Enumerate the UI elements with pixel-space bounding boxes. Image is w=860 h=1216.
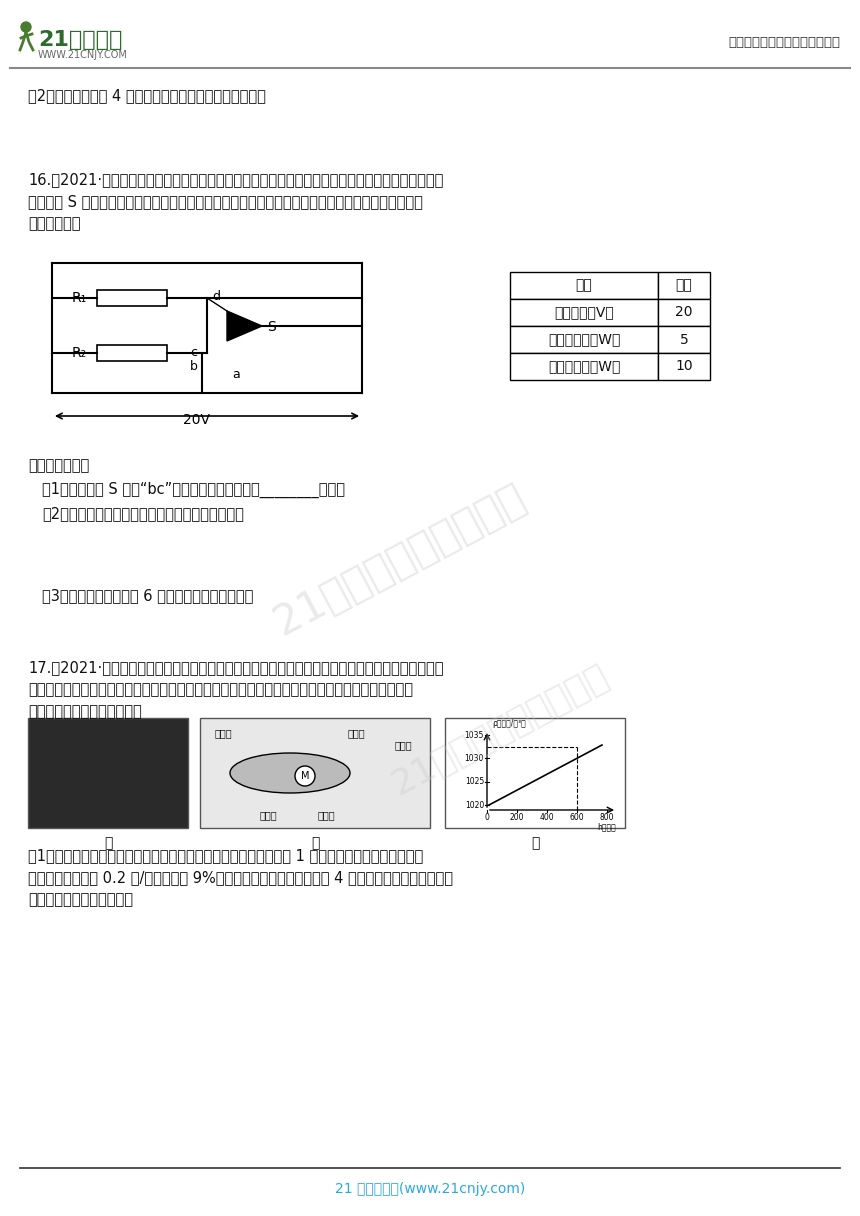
Bar: [510, 299, 658, 326]
Text: 21 世纪教育网(www.21cnjy.com): 21 世纪教育网(www.21cnjy.com): [335, 1182, 525, 1197]
Text: 密封舱: 密封舱: [260, 810, 278, 820]
Text: 以执行海洋环境的监测任务。: 以执行海洋环境的监测任务。: [28, 704, 142, 719]
Bar: [200, 717, 430, 828]
Text: WWW.21CNJY.COM: WWW.21CNJY.COM: [38, 50, 128, 60]
Text: 能航行的路程为多少千米？: 能航行的路程为多少千米？: [28, 893, 133, 907]
Text: 在内、外油囊间来回转移，从而改变浮力大小以达到上浮和下潜的目的，再结合其它技术即可滑行，: 在内、外油囊间来回转移，从而改变浮力大小以达到上浮和下潜的目的，再结合其它技术即…: [28, 682, 413, 697]
Text: S: S: [267, 320, 276, 334]
Text: 低档位功率（W）: 低档位功率（W）: [548, 332, 620, 347]
Text: 参数: 参数: [676, 278, 692, 293]
Bar: [445, 717, 625, 828]
Bar: [28, 717, 188, 828]
Bar: [658, 299, 710, 326]
Text: 1035: 1035: [464, 731, 484, 739]
Text: （3）加湿器高档位工作 6 小时，将消耗多少电能？: （3）加湿器高档位工作 6 小时，将消耗多少电能？: [42, 589, 254, 603]
Text: ρ（千克/米³）: ρ（千克/米³）: [492, 719, 525, 728]
Text: 600: 600: [569, 814, 584, 822]
Text: 旋转开关 S 接触不同触点，实现高、低两个檔位的转换，其简化的工作电路如图所示，铭牌上的部分: 旋转开关 S 接触不同触点，实现高、低两个檔位的转换，其简化的工作电路如图所示，…: [28, 195, 423, 209]
Text: b: b: [190, 360, 198, 373]
Bar: [658, 272, 710, 299]
Text: 0: 0: [484, 814, 489, 822]
Circle shape: [21, 22, 31, 32]
Bar: [510, 326, 658, 353]
Text: 5: 5: [679, 332, 688, 347]
Text: （2）加湿器低档位工作时，电路通过的电流多大？: （2）加湿器低档位工作时，电路通过的电流多大？: [42, 506, 244, 520]
Text: 1020: 1020: [464, 800, 484, 810]
Text: 400: 400: [540, 814, 555, 822]
Text: 甲: 甲: [104, 837, 112, 850]
Circle shape: [295, 766, 315, 786]
Text: c: c: [190, 347, 197, 359]
Bar: [658, 326, 710, 353]
Text: 液压泵: 液压泵: [318, 810, 335, 820]
Text: 20: 20: [675, 305, 693, 320]
Text: 乙: 乙: [310, 837, 319, 850]
Text: 外油囊: 外油囊: [348, 728, 366, 738]
Text: 21世纪教育网精选资料: 21世纪教育网精选资料: [386, 659, 614, 801]
Text: 16.（2021·金华）便携式无线加湿器，让你随时随地实现加湿自由。某品牌便携式无线加湿器，通过: 16.（2021·金华）便携式无线加湿器，让你随时随地实现加湿自由。某品牌便携式…: [28, 171, 444, 187]
Text: （1）该滑翅机具有低能耗、高续航的特点，电池一次充电后能提供 1 千瓦时电能。它在整个运动过: （1）该滑翅机具有低能耗、高续航的特点，电池一次充电后能提供 1 千瓦时电能。它…: [28, 848, 423, 863]
Text: 1025: 1025: [464, 777, 484, 787]
Text: 程中前进速度保持 0.2 米/秒，但只有 9%的时间耗电，耗电时功率仅为 4 瓦。该滑翅机充电一次总共: 程中前进速度保持 0.2 米/秒，但只有 9%的时间耗电，耗电时功率仅为 4 瓦…: [28, 869, 453, 885]
Text: 内油囊: 内油囊: [215, 728, 232, 738]
Text: 17.（2021·温州）图甲所示为一种水下滑翅机，图乙是其部分结构示意图。该滑翅机通过液压泵将油: 17.（2021·温州）图甲所示为一种水下滑翅机，图乙是其部分结构示意图。该滑翅…: [28, 660, 444, 675]
Text: 密封舱: 密封舱: [395, 741, 413, 750]
Text: （1）旋转开关 S 接触“bc”两触点时，加湿器属于________檔位；: （1）旋转开关 S 接触“bc”两触点时，加湿器属于________檔位；: [42, 482, 345, 499]
Text: 完成下列问题：: 完成下列问题：: [28, 458, 89, 473]
Text: 项目: 项目: [575, 278, 593, 293]
Text: h（米）: h（米）: [598, 822, 617, 831]
Text: a: a: [232, 368, 240, 381]
Bar: [510, 353, 658, 379]
Text: R₁: R₁: [72, 291, 87, 305]
Bar: [658, 353, 710, 379]
Text: 工作电压（V）: 工作电压（V）: [554, 305, 614, 320]
Text: 1030: 1030: [464, 754, 484, 762]
Text: 20V: 20V: [183, 413, 211, 427]
Polygon shape: [227, 311, 262, 340]
Text: （2）灯泡正常工作 4 分钟，整个电路消耗的电能是多少？: （2）灯泡正常工作 4 分钟，整个电路消耗的电能是多少？: [28, 88, 266, 103]
Text: 中小学教育资源及组卷应用平台: 中小学教育资源及组卷应用平台: [728, 35, 840, 49]
Bar: [97, 345, 167, 361]
Text: d: d: [212, 289, 220, 303]
Text: M: M: [301, 771, 310, 781]
Text: 21世纪教育网精选资料: 21世纪教育网精选资料: [267, 477, 532, 643]
Bar: [97, 289, 167, 306]
Text: 21世纪教育: 21世纪教育: [38, 30, 122, 50]
Bar: [510, 272, 658, 299]
Text: 200: 200: [510, 814, 525, 822]
Text: 高档位功率（W）: 高档位功率（W）: [548, 360, 620, 373]
Ellipse shape: [230, 753, 350, 793]
Text: 丙: 丙: [531, 837, 539, 850]
Text: 10: 10: [675, 360, 693, 373]
Text: R₂: R₂: [72, 347, 87, 360]
Text: 参数如下表。: 参数如下表。: [28, 216, 81, 231]
Text: 800: 800: [599, 814, 614, 822]
